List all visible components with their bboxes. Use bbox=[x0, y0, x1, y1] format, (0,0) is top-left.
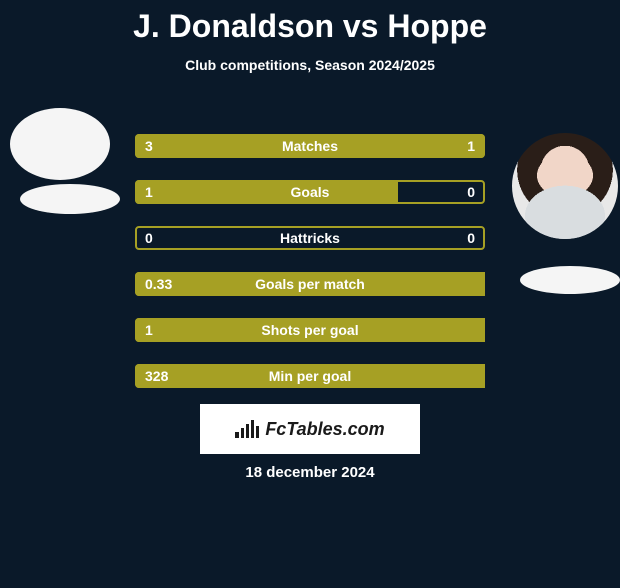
metric-row: 1Shots per goal bbox=[135, 318, 485, 342]
metric-row: 10Goals bbox=[135, 180, 485, 204]
metric-label: Goals per match bbox=[135, 272, 485, 296]
metric-label: Matches bbox=[135, 134, 485, 158]
subtitle: Club competitions, Season 2024/2025 bbox=[0, 57, 620, 73]
metric-row: 328Min per goal bbox=[135, 364, 485, 388]
title-vs: vs bbox=[343, 8, 379, 44]
metrics-bars: 31Matches 10Goals 00Hattricks 0.33Goals per… bbox=[135, 134, 485, 410]
player2-avatar bbox=[512, 133, 618, 239]
metric-row: 0.33Goals per match bbox=[135, 272, 485, 296]
title-player2: Hoppe bbox=[387, 8, 487, 44]
metric-row: 00Hattricks bbox=[135, 226, 485, 250]
logo-bars-icon bbox=[235, 420, 259, 438]
logo-text: FcTables.com bbox=[265, 419, 384, 440]
metric-label: Shots per goal bbox=[135, 318, 485, 342]
metric-label: Goals bbox=[135, 180, 485, 204]
metric-label: Min per goal bbox=[135, 364, 485, 388]
metric-row: 31Matches bbox=[135, 134, 485, 158]
player1-avatar bbox=[10, 108, 110, 180]
date-label: 18 december 2024 bbox=[0, 464, 620, 481]
title-player1: J. Donaldson bbox=[133, 8, 334, 44]
fctables-logo: FcTables.com bbox=[200, 404, 420, 454]
player2-flag bbox=[520, 266, 620, 294]
metric-label: Hattricks bbox=[135, 226, 485, 250]
player1-flag bbox=[20, 184, 120, 214]
page-title: J. Donaldson vs Hoppe bbox=[0, 8, 620, 45]
